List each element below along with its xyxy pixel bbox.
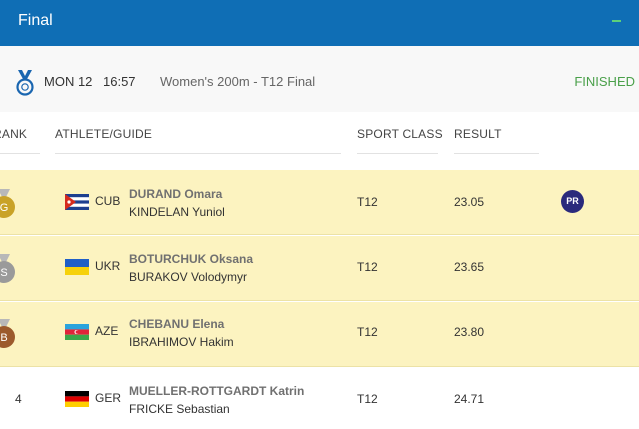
athlete-name[interactable]: CHEBANU Elena [129,317,225,331]
guide-name[interactable]: FRICKE Sebastian [129,402,230,416]
bronze-medal-icon: B [0,319,15,348]
column-underline [454,153,539,154]
result-time: 24.71 [454,392,485,406]
country-code: CUB [95,194,121,208]
record-badge[interactable]: PR [561,190,584,213]
sport-class: T12 [357,392,378,406]
guide-name[interactable]: BURAKOV Volodymyr [129,270,248,284]
section-header[interactable]: Final [0,0,639,46]
result-time: 23.80 [454,325,485,339]
medal-letter: B [0,332,7,344]
table-row[interactable]: B AZE CHEBANU Elena IBRAHIMOV Hakim T12 … [0,302,639,367]
country-code: GER [95,391,122,405]
flag-ukraine-icon [65,259,89,275]
column-underline [55,153,341,154]
column-header-result: RESULT [454,127,502,141]
sport-class: T12 [357,325,378,339]
athlete-name[interactable]: BOTURCHUK Oksana [129,252,254,266]
medal-icon [16,70,34,96]
athlete-name[interactable]: MUELLER-ROTTGARDT Katrin [129,384,305,398]
result-time: 23.05 [454,195,485,209]
country-code: UKR [95,259,121,273]
column-header-athlete: ATHLETE/GUIDE [55,127,153,141]
table-row[interactable]: G CUB DURAND Omara KINDELAN Yuniol T12 2… [0,170,639,235]
medal-letter: G [0,202,8,214]
flag-cuba-icon [65,194,89,210]
column-underline [0,153,40,154]
sport-class: T12 [357,195,378,209]
sport-class: T12 [357,260,378,274]
table-row[interactable]: S UKR BOTURCHUK Oksana BURAKOV Volodymyr… [0,236,639,301]
event-summary: MON 12 16:57 Women's 200m - T12 Final FI… [0,46,639,112]
gold-medal-icon: G [0,189,15,218]
rank-number: 4 [15,392,22,406]
event-day: MON 12 [44,74,93,89]
country-code: AZE [95,324,119,338]
column-header-rank: RANK [0,127,28,141]
flag-azerbaijan-icon [65,324,89,340]
column-header-sport-class: SPORT CLASS [357,127,443,141]
column-underline [357,153,438,154]
guide-name[interactable]: IBRAHIMOV Hakim [129,335,234,349]
guide-name[interactable]: KINDELAN Yuniol [129,205,225,219]
event-status: FINISHED [574,74,635,89]
flag-germany-icon [65,391,89,407]
silver-medal-icon: S [0,254,15,283]
section-title: Final [18,12,53,29]
athlete-name[interactable]: DURAND Omara [129,187,223,201]
medal-letter: S [0,267,7,279]
table-row[interactable]: 4 GER MUELLER-ROTTGARDT Katrin FRICKE Se… [0,367,639,429]
result-time: 23.65 [454,260,485,274]
event-time: 16:57 [103,74,136,89]
collapse-icon[interactable] [612,20,621,22]
event-name[interactable]: Women's 200m - T12 Final [160,74,316,89]
